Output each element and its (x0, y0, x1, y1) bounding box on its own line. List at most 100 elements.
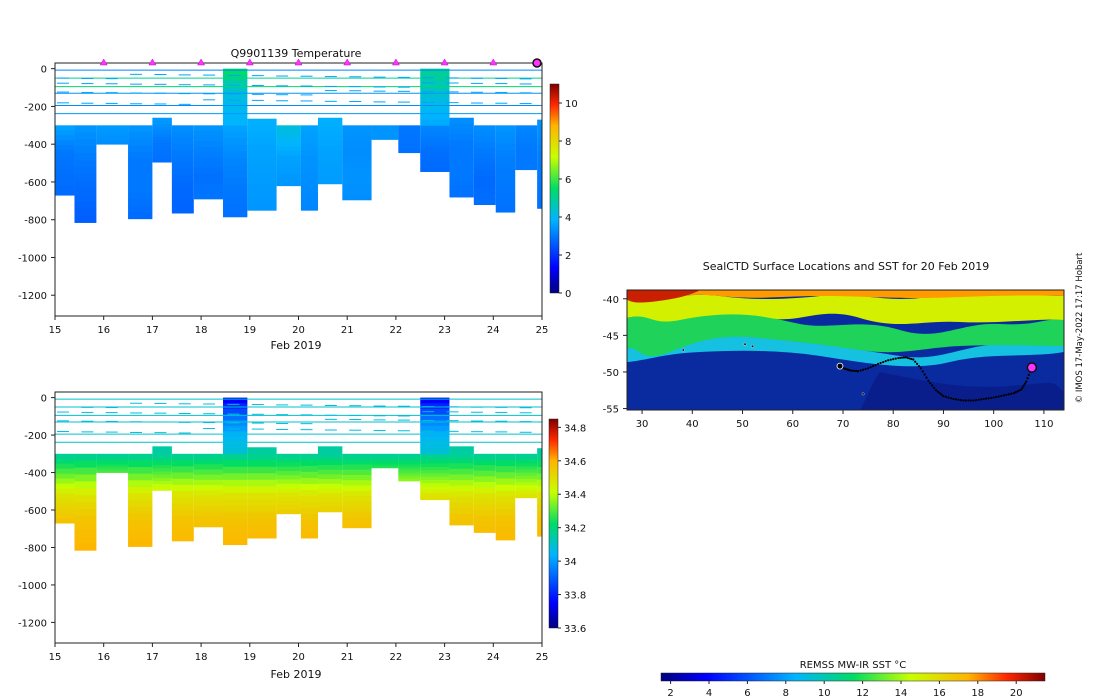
profile-cell (55, 473, 75, 479)
profile-cell (371, 129, 399, 131)
profile-cell (96, 138, 129, 141)
salinity-x-axis-label: Feb 2019 (271, 668, 322, 681)
profile-cell (223, 505, 248, 513)
profile-cell (96, 142, 129, 145)
profile-cell (300, 155, 318, 163)
profile-cell (537, 132, 542, 140)
profile-cell (128, 539, 153, 547)
temperature-x-axis-label: Feb 2019 (271, 339, 322, 352)
profile-cell (152, 474, 172, 479)
profile-cell (96, 464, 129, 467)
profile-cell (152, 139, 172, 144)
profile-cell (74, 467, 97, 475)
track-point (977, 398, 980, 401)
profile-cell (128, 152, 153, 160)
profile-cell (171, 472, 194, 480)
profile-cell (473, 193, 496, 200)
profile-cell (74, 180, 97, 189)
profile-cell (449, 502, 474, 509)
profile-cell (193, 151, 224, 158)
profile-cell (515, 472, 538, 477)
profile-cell (537, 176, 542, 184)
sst-colorbar-tick-label: 14 (895, 688, 908, 699)
profile-cell (55, 493, 75, 499)
profile-cell (300, 508, 318, 515)
track-point (904, 356, 907, 359)
profile-cell (537, 448, 542, 455)
track-point (877, 362, 880, 366)
profile-cell (247, 525, 277, 533)
profile-cell (276, 151, 301, 156)
profile-cell (537, 498, 542, 506)
track-point (921, 370, 924, 373)
track-point (1026, 377, 1029, 380)
colorbar-tick-label: 2 (565, 251, 571, 262)
profile-cell (193, 177, 224, 184)
profile-cell (276, 458, 301, 463)
profile-cell (193, 453, 224, 460)
profile-cell (193, 490, 224, 496)
profile-cell (449, 474, 474, 481)
profile-cell (96, 463, 129, 465)
sst-map-field (627, 290, 1064, 410)
profile-cell (55, 145, 75, 151)
surface-column-cell (420, 85, 450, 92)
profile-marker (440, 58, 449, 66)
profile-cell (55, 518, 75, 524)
profile-cell (317, 502, 343, 508)
surface-column-cell (420, 420, 450, 427)
profile-cell (449, 485, 474, 492)
profile-cell (449, 117, 474, 124)
track-point (914, 360, 917, 363)
track-point (910, 357, 913, 361)
profile-cell (193, 495, 224, 502)
profile-cell (171, 181, 194, 189)
profile-cell (420, 145, 450, 149)
profile-cell (223, 184, 248, 192)
profile-cell (223, 466, 248, 474)
map-x-tick-label: 40 (686, 419, 699, 430)
map-y-tick-label: -40 (603, 295, 619, 306)
track-point (947, 396, 950, 399)
profile-cell (171, 516, 194, 523)
profile-cell (398, 146, 421, 150)
profile-cell (55, 503, 75, 509)
profile-cell (371, 463, 399, 466)
track-point (923, 373, 926, 376)
profile-cell (300, 137, 318, 144)
surface-column-cell (420, 414, 450, 421)
x-tick-label: 21 (341, 325, 354, 336)
track-point (969, 399, 973, 402)
map-x-tick-label: 30 (636, 419, 649, 430)
profile-cell (420, 148, 450, 153)
map-y-tick-label: -50 (603, 368, 619, 379)
track-point (908, 357, 911, 360)
profile-cell (171, 125, 194, 132)
profile-cell (371, 460, 399, 463)
profile-cell (515, 494, 538, 499)
profile-cell (398, 140, 421, 144)
sst-band-orange (627, 290, 1064, 298)
track-point (1020, 388, 1023, 391)
profile-cell (537, 473, 542, 481)
profile-cell (171, 528, 194, 536)
profile-cell (152, 487, 172, 491)
profile-cell (537, 517, 542, 525)
profile-cell (152, 158, 172, 163)
profile-cell (317, 460, 343, 466)
y-tick-label: -800 (24, 216, 47, 227)
profile-cell (276, 488, 301, 493)
profile-cell (55, 180, 75, 186)
profile-cell (276, 133, 301, 139)
salinity-colorbar-ticks: 33.6 33.8 34 34.2 34.4 34.6 34.8 (558, 423, 586, 635)
profile-cell (74, 529, 97, 537)
profile-cell (171, 497, 194, 504)
profile-cell (193, 474, 224, 481)
profile-cell (515, 475, 538, 480)
map-y-tick-label: -55 (603, 405, 619, 416)
track-point (974, 399, 978, 402)
profile-cell (495, 199, 516, 207)
profile-cell (128, 165, 153, 173)
profile-cell (276, 159, 301, 165)
profile-cell (128, 460, 153, 468)
